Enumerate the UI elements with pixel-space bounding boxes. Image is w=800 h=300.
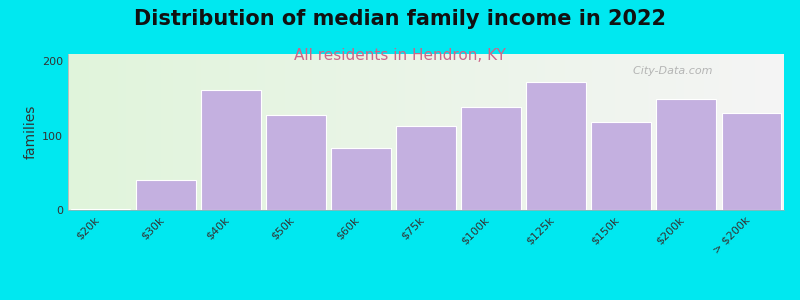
Bar <box>201 90 261 210</box>
Bar <box>266 115 326 210</box>
Bar <box>396 126 456 210</box>
Bar <box>70 208 130 210</box>
Bar <box>526 82 586 210</box>
Bar <box>461 107 521 210</box>
Bar <box>657 99 716 210</box>
Text: All residents in Hendron, KY: All residents in Hendron, KY <box>294 48 506 63</box>
Text: Distribution of median family income in 2022: Distribution of median family income in … <box>134 9 666 29</box>
Bar <box>136 180 195 210</box>
Bar <box>331 148 391 210</box>
Text: City-Data.com: City-Data.com <box>626 67 713 76</box>
Bar <box>591 122 651 210</box>
Bar <box>722 113 782 210</box>
Y-axis label: families: families <box>24 105 38 159</box>
